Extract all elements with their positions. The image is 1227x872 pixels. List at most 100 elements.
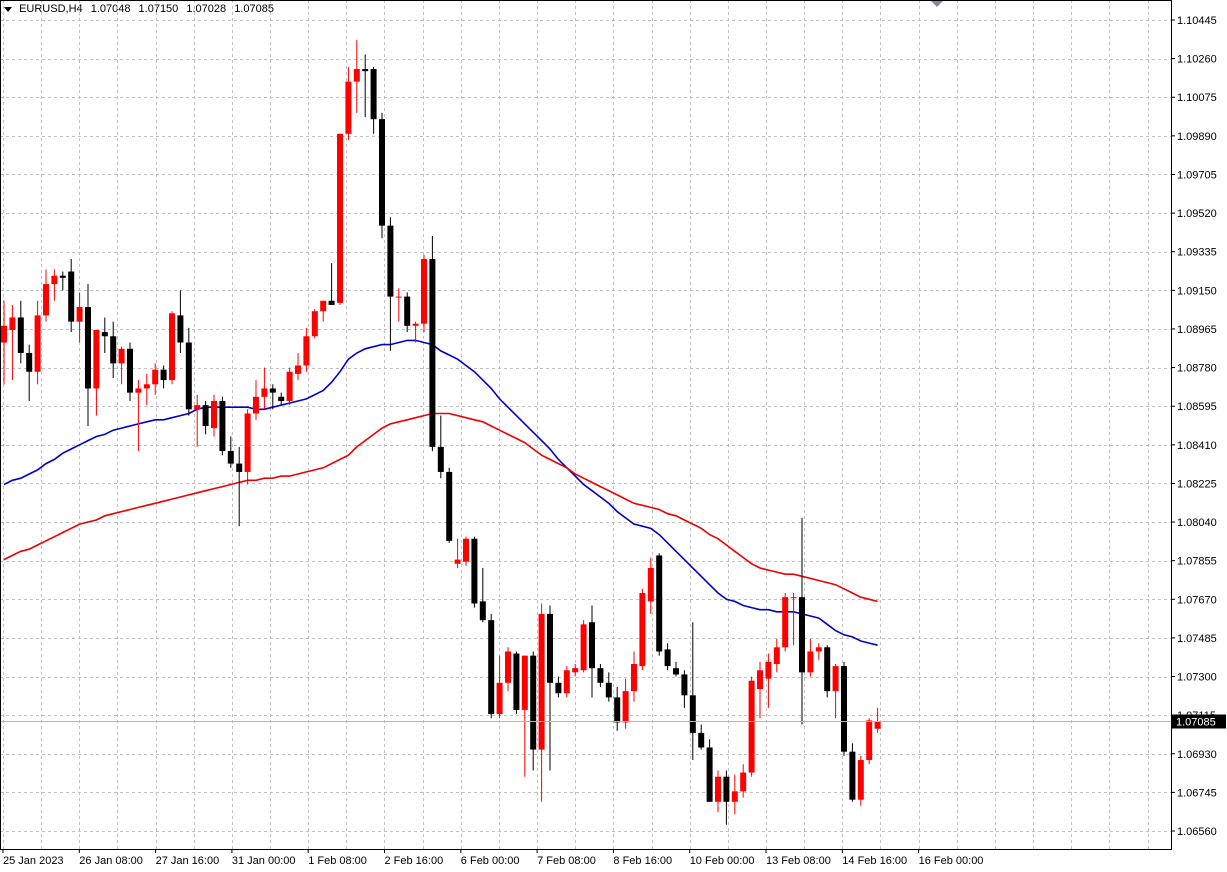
x-tick-label: 25 Jan 2023 — [3, 855, 64, 867]
candle — [757, 661, 763, 719]
candle — [446, 467, 453, 543]
candle-body — [815, 647, 822, 652]
candle — [488, 613, 495, 719]
candle-body — [563, 670, 570, 694]
candle — [555, 676, 562, 698]
candle — [395, 288, 402, 322]
time-axis: 25 Jan 2023 26 Jan 08:00 27 Jan 16:00 31 Ja… — [2, 849, 983, 867]
candle-body — [261, 388, 268, 397]
candle-body — [253, 396, 259, 414]
candle — [731, 774, 738, 815]
y-tick-label: 1.08595 — [1177, 401, 1217, 413]
candle — [353, 39, 360, 113]
candle-body — [748, 680, 755, 773]
moving-averages — [3, 339, 878, 646]
candle-body — [379, 119, 385, 226]
candle-body — [463, 538, 469, 562]
candle-body — [614, 697, 621, 723]
y-tick-label: 1.07300 — [1177, 672, 1217, 684]
candle-body — [110, 336, 117, 364]
candle — [345, 66, 352, 141]
candle — [160, 365, 167, 389]
candle — [185, 327, 192, 416]
candle-body — [337, 133, 343, 303]
candle — [715, 770, 721, 813]
candle-body — [773, 647, 780, 664]
candle — [521, 655, 528, 777]
candle — [17, 300, 24, 364]
candle — [698, 724, 705, 750]
candle-body — [194, 405, 201, 410]
candle-body — [353, 69, 360, 82]
candle — [740, 764, 747, 798]
candle-body — [832, 666, 839, 692]
dropdown-triangle-icon[interactable] — [4, 6, 12, 12]
candle — [723, 770, 730, 825]
candle — [421, 254, 427, 333]
candle-body — [454, 559, 461, 564]
candle — [253, 380, 259, 420]
x-tick-label: 26 Jan 08:00 — [79, 855, 143, 867]
candle-body — [589, 622, 595, 669]
candle-body — [530, 655, 537, 750]
candle-body — [698, 732, 705, 748]
candle — [34, 300, 41, 385]
candle — [849, 743, 856, 802]
x-tick-label: 27 Jan 16:00 — [156, 855, 220, 867]
candle-body — [446, 471, 453, 541]
candle-body — [160, 369, 167, 381]
y-tick-label: 1.08780 — [1177, 363, 1217, 375]
candle-body — [278, 396, 285, 401]
candle-body — [488, 620, 495, 715]
candle-body — [370, 69, 377, 120]
x-tick-label: 14 Feb 16:00 — [842, 855, 907, 867]
candle-body — [152, 369, 159, 385]
candle — [261, 367, 268, 410]
x-tick-label: 13 Feb 08:00 — [766, 855, 831, 867]
x-tick-label: 10 Feb 00:00 — [690, 855, 755, 867]
candle — [370, 66, 377, 134]
candle-body — [664, 649, 671, 667]
candle-body — [647, 567, 654, 602]
candle — [513, 651, 520, 715]
candle — [605, 672, 612, 702]
candle — [211, 394, 217, 437]
candle — [59, 271, 66, 291]
y-tick-label: 1.06560 — [1177, 826, 1217, 838]
y-tick-label: 1.10260 — [1177, 54, 1217, 66]
candle-body — [605, 682, 612, 698]
x-tick-label: 7 Feb 08:00 — [537, 855, 596, 867]
candle — [563, 666, 570, 698]
y-tick-label: 1.09335 — [1177, 247, 1217, 259]
candle — [454, 538, 461, 568]
candle-body — [227, 451, 234, 464]
candle — [101, 317, 108, 353]
open-value: 1.07048 — [90, 3, 131, 15]
chart-shift-marker-icon[interactable] — [930, 0, 944, 7]
candle-body — [731, 791, 738, 802]
candle-body — [177, 315, 184, 343]
candle — [832, 663, 839, 719]
ma-fast-line — [3, 339, 878, 646]
candle-body — [580, 624, 587, 671]
candle-body — [219, 400, 226, 452]
symbol-header: EURUSD,H4 1.07048 1.07150 1.07028 1.0708… — [4, 3, 279, 15]
candle — [311, 309, 318, 339]
candle — [404, 292, 411, 333]
candle — [748, 676, 755, 777]
candle-body — [169, 313, 175, 381]
candle — [597, 663, 604, 687]
candle — [9, 304, 16, 381]
candle-body — [135, 388, 142, 393]
y-tick-label: 1.09520 — [1177, 208, 1217, 220]
candle — [429, 236, 436, 452]
candle — [412, 321, 419, 343]
candle — [286, 367, 293, 406]
candle — [320, 300, 327, 322]
candle — [505, 647, 511, 692]
candle — [479, 567, 486, 623]
candle-body — [118, 348, 125, 364]
candle — [202, 400, 209, 435]
candle — [681, 670, 688, 708]
